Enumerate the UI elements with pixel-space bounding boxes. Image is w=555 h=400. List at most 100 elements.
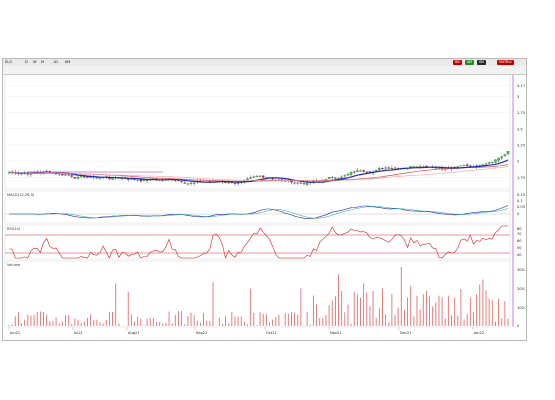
candle-body — [262, 175, 265, 178]
matrix-button[interactable]: MATRIX — [497, 60, 514, 65]
candle-body — [139, 179, 143, 182]
range-6m[interactable]: 6M — [65, 60, 71, 64]
candle-body — [280, 179, 284, 181]
4m-button[interactable]: 4M — [465, 60, 475, 65]
candle-body — [142, 179, 146, 182]
candle-body — [491, 161, 494, 164]
candle-body — [500, 156, 503, 159]
candle-body — [437, 167, 441, 169]
candle-body — [98, 177, 102, 179]
candle-body — [258, 175, 262, 177]
candle-body — [236, 182, 240, 184]
month-label: Nov21 — [330, 331, 342, 335]
rsi-pane — [4, 224, 511, 260]
rsi-tick: 70 — [517, 232, 522, 236]
bb-button[interactable]: BB — [453, 60, 462, 65]
period-week[interactable]: W — [33, 60, 37, 64]
rsi-tick: 50 — [517, 246, 522, 250]
candle-body — [459, 165, 463, 167]
candle-body — [255, 176, 259, 177]
candle-body — [393, 167, 397, 169]
price-tick: 2.5 — [517, 127, 523, 131]
macd-signal-line — [9, 206, 509, 219]
candle-body — [327, 177, 331, 179]
macd-tick: 0.05 — [517, 205, 525, 209]
rsi-tick: 80 — [517, 227, 522, 231]
candle-body — [192, 182, 196, 184]
candle-body — [189, 183, 193, 184]
candle-body — [67, 174, 70, 176]
candle-body — [95, 177, 99, 179]
candle-body — [305, 182, 309, 185]
candle-body — [58, 173, 61, 175]
chart-canvas: MACD(12,26,9) RSI(14) Volume 3.17 3 2.75 2.… — [4, 74, 526, 335]
rsi-tick: 40 — [517, 253, 522, 257]
volume-tick: 100.7k — [517, 306, 526, 310]
rsi-tick: 60 — [517, 239, 522, 243]
candle-body — [497, 157, 500, 161]
candle-body — [462, 164, 466, 166]
candle-body — [337, 178, 340, 180]
macd-title: MACD(12,26,9) — [7, 193, 35, 197]
candle-body — [334, 177, 337, 179]
period-day[interactable]: D — [25, 60, 28, 64]
candle-body — [183, 182, 186, 184]
candle-body — [343, 175, 347, 177]
candle-body — [469, 165, 472, 167]
candle-body — [299, 182, 303, 184]
candle-body — [340, 176, 343, 179]
candle-body — [73, 177, 77, 179]
period-month[interactable]: M — [41, 60, 45, 64]
candle-body — [381, 168, 384, 169]
candle-body — [362, 170, 365, 172]
6m-button[interactable]: 6M — [477, 60, 487, 65]
price-tick: 2.25 — [517, 143, 525, 147]
macd-pane — [4, 190, 511, 224]
candle-body — [387, 167, 390, 169]
candle-body — [271, 178, 274, 180]
candle-body — [249, 177, 252, 179]
candle-body — [293, 182, 296, 184]
candle-body — [503, 154, 507, 157]
ma-light-line — [8, 166, 509, 182]
candle-body — [133, 178, 136, 180]
candle-body — [45, 170, 48, 172]
candle-body — [356, 170, 359, 172]
candle-body — [466, 164, 469, 166]
volume-tick: 200.7k — [517, 287, 526, 291]
month-label: Sep21 — [196, 331, 207, 335]
candle-body — [506, 151, 510, 154]
volume-pane — [4, 260, 511, 328]
candle-body — [484, 163, 488, 165]
candle-body — [145, 180, 149, 181]
macd-line — [9, 205, 509, 220]
candle-body — [230, 182, 234, 184]
candle-body — [136, 179, 139, 181]
candle-body — [494, 159, 497, 163]
candle-body — [180, 181, 183, 183]
month-label: Jun21 — [9, 331, 20, 335]
macd-tick: 0 — [517, 212, 520, 216]
price-tick: 1.75 — [517, 176, 525, 180]
macd-tick: 0.15 — [517, 193, 525, 197]
price-tick: 3 — [517, 95, 519, 99]
candle-body — [130, 178, 133, 180]
month-label: Aug21 — [128, 331, 140, 335]
volume-tick: 0 — [517, 324, 520, 328]
candle-body — [20, 173, 23, 175]
symbol-search-input[interactable]: ELG — [5, 60, 13, 64]
price-tick: 2.75 — [517, 111, 525, 115]
month-label: Dec21 — [400, 331, 412, 335]
interval-1d[interactable]: 1D — [53, 60, 59, 64]
candle-body — [296, 182, 299, 184]
rsi-line — [9, 225, 508, 259]
candle-body — [70, 175, 73, 177]
candle-body — [64, 174, 67, 176]
candle-body — [186, 183, 190, 185]
candle-body — [349, 172, 353, 175]
candle-body — [177, 180, 180, 182]
ma-blue-line — [8, 159, 509, 183]
volume-title: Volume — [7, 263, 21, 267]
candle-body — [487, 162, 491, 164]
candle-body — [384, 167, 387, 169]
